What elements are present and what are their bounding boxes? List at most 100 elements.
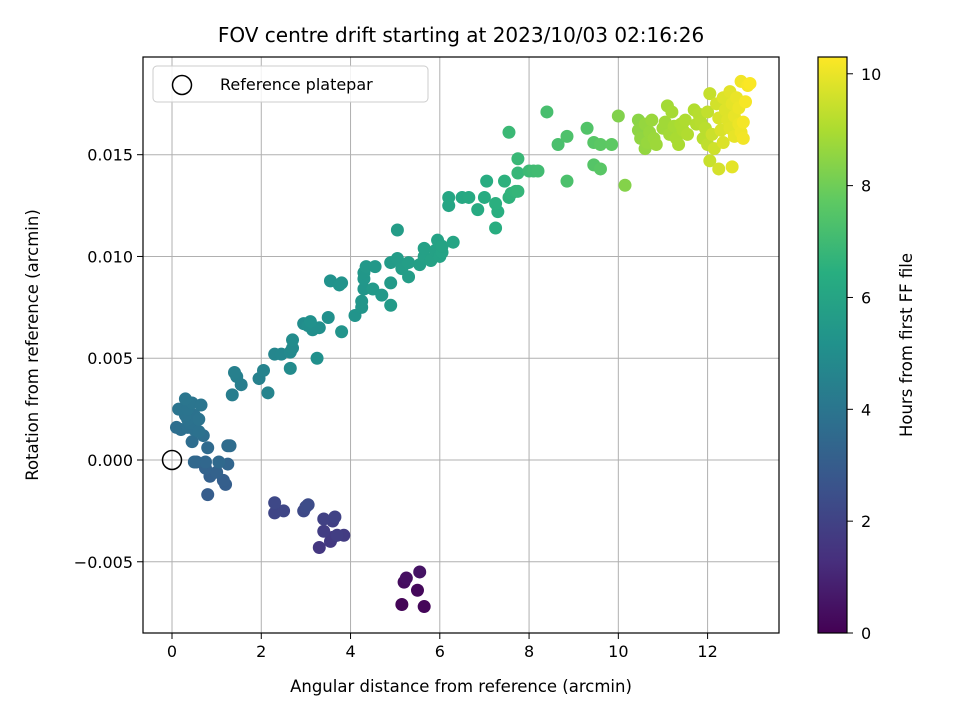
- data-point: [703, 87, 717, 101]
- y-tick-label: 0.005: [87, 349, 133, 368]
- data-point: [446, 235, 460, 249]
- x-axis-ticks: 0 2 4 6 8 10 12: [167, 633, 718, 661]
- data-point: [225, 388, 239, 402]
- data-point: [178, 392, 192, 406]
- data-point: [310, 351, 324, 365]
- y-axis-label: Rotation from reference (arcmin): [23, 209, 42, 481]
- data-point: [192, 412, 206, 426]
- data-point: [390, 223, 404, 237]
- data-point: [355, 294, 369, 308]
- data-point: [357, 282, 371, 296]
- data-point: [560, 174, 574, 188]
- data-point: [390, 251, 404, 265]
- data-point: [417, 241, 431, 255]
- y-tick-label: −0.005: [74, 553, 133, 572]
- data-point: [605, 138, 619, 152]
- data-point: [335, 325, 349, 339]
- x-tick-label: 12: [697, 642, 717, 661]
- colorbar-ticks: 0 2 4 6 8 10: [847, 65, 881, 643]
- data-point: [261, 386, 275, 400]
- data-point: [384, 298, 398, 312]
- data-point: [192, 425, 206, 439]
- data-point: [330, 528, 344, 542]
- data-point: [618, 178, 632, 192]
- data-point: [227, 365, 241, 379]
- data-point: [489, 197, 503, 211]
- data-point: [442, 190, 456, 204]
- legend-reference-marker: [171, 74, 193, 96]
- data-point: [417, 600, 431, 614]
- data-point: [560, 129, 574, 143]
- data-point: [716, 135, 730, 149]
- data-point: [172, 402, 186, 416]
- data-point: [201, 488, 215, 502]
- y-tick-label: 0.000: [87, 451, 133, 470]
- data-point: [665, 105, 679, 119]
- data-point: [312, 541, 326, 555]
- data-point: [593, 162, 607, 176]
- y-axis-ticks: −0.005 0.000 0.005 0.010 0.015: [74, 146, 143, 572]
- data-point: [185, 435, 199, 449]
- x-axis-label: Angular distance from reference (arcmin): [290, 677, 632, 696]
- colorbar: [817, 56, 848, 634]
- data-point: [498, 174, 512, 188]
- data-point: [321, 311, 335, 325]
- data-point: [268, 496, 282, 510]
- data-point: [317, 524, 331, 538]
- data-point: [678, 113, 692, 127]
- colorbar-tick-label: 0: [861, 624, 871, 643]
- colorbar-tick-label: 8: [861, 177, 871, 196]
- data-point: [368, 260, 382, 274]
- data-point: [477, 190, 491, 204]
- data-point: [736, 131, 750, 145]
- data-point: [703, 154, 717, 168]
- data-point: [736, 115, 750, 129]
- legend-box: [152, 65, 429, 103]
- data-point: [511, 184, 525, 198]
- data-point: [725, 160, 739, 174]
- data-point: [739, 95, 753, 109]
- data-point: [413, 565, 427, 579]
- x-tick-label: 4: [345, 642, 355, 661]
- colorbar-tick-label: 2: [861, 512, 871, 531]
- data-point: [410, 583, 424, 597]
- data-point: [395, 598, 409, 612]
- grid: [143, 57, 779, 633]
- axes-frame: [142, 56, 780, 634]
- data-point: [712, 162, 726, 176]
- data-point: [511, 166, 525, 180]
- data-point: [277, 504, 291, 518]
- colorbar-tick-label: 6: [861, 288, 871, 307]
- data-point: [672, 138, 686, 152]
- data-point: [402, 256, 416, 270]
- x-tick-label: 0: [167, 642, 177, 661]
- data-point: [384, 276, 398, 290]
- data-point: [611, 109, 625, 123]
- chart-title: FOV centre drift starting at 2023/10/03 …: [218, 23, 704, 47]
- data-point: [210, 465, 224, 479]
- x-tick-label: 8: [524, 642, 534, 661]
- legend: Reference platepar: [152, 65, 429, 103]
- data-point: [399, 571, 413, 585]
- y-tick-label: 0.015: [87, 146, 133, 165]
- data-point: [375, 288, 389, 302]
- data-point: [223, 439, 237, 453]
- data-point: [489, 221, 503, 235]
- data-point: [328, 510, 342, 524]
- data-point: [317, 512, 331, 526]
- data-point: [303, 315, 317, 329]
- data-point: [462, 190, 476, 204]
- data-point: [286, 333, 300, 347]
- data-point: [402, 270, 416, 284]
- data-point: [593, 138, 607, 152]
- data-point: [701, 105, 715, 119]
- data-point: [540, 105, 554, 119]
- data-point: [580, 121, 594, 135]
- x-tick-label: 2: [256, 642, 266, 661]
- data-point: [257, 363, 271, 377]
- colorbar-tick-label: 4: [861, 400, 871, 419]
- x-tick-label: 6: [435, 642, 445, 661]
